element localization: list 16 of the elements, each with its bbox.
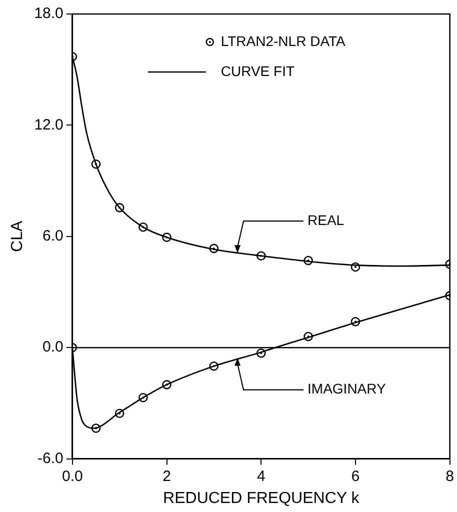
x-axis-title: REDUCED FREQUENCY k	[163, 490, 360, 507]
y-tick-label: 6.0	[42, 228, 64, 245]
x-tick-label: 0.0	[62, 468, 83, 485]
y-tick-label: 18.0	[34, 5, 64, 22]
annotation: IMAGINARY	[308, 380, 386, 397]
legend-label: CURVE FIT	[220, 62, 295, 79]
x-tick-label: 4	[256, 468, 266, 485]
x-tick-label: 8	[446, 468, 454, 485]
y-axis-title: CLA	[9, 220, 26, 252]
y-tick-label: 0.0	[42, 338, 64, 356]
x-tick-label: 6	[351, 468, 360, 485]
annotation: REAL	[308, 212, 344, 228]
y-tick-label: 12.0	[34, 116, 64, 134]
y-tick-label: -6.0	[38, 450, 64, 467]
legend-label: LTRAN2-NLR DATA	[220, 32, 346, 49]
x-tick-label: 2	[162, 468, 171, 485]
